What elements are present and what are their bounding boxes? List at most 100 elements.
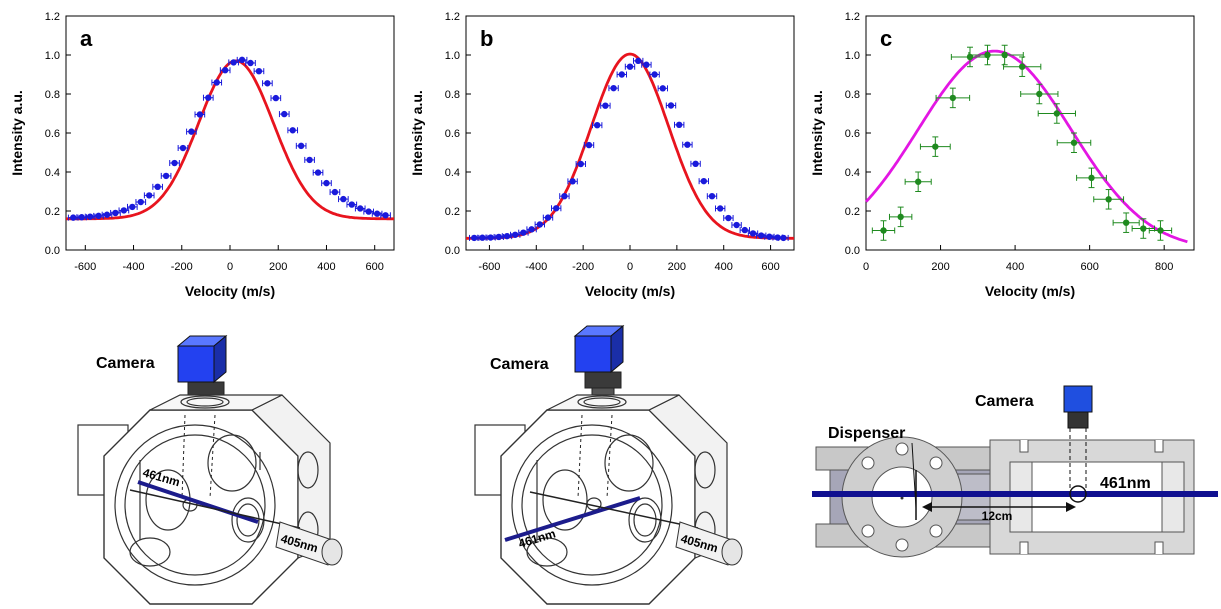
chart-b-data-point xyxy=(706,192,718,200)
chart-b-data-point xyxy=(518,229,529,236)
chart-c-x-tick-label: 400 xyxy=(1006,261,1024,273)
chart-a-data-point xyxy=(202,94,214,101)
chart-c-data-point xyxy=(888,206,913,228)
chart-a-data-point xyxy=(380,212,391,219)
diagram-c-camera-label: Camera xyxy=(975,393,1034,410)
chart-b-y-tick-1.2: 1.2 xyxy=(445,11,460,23)
chart-b-data-point xyxy=(592,122,603,129)
chart-a-data-point xyxy=(169,159,180,167)
chart-a-data-point xyxy=(118,207,130,214)
chart-b-data-point xyxy=(674,121,685,129)
chart-a-y-tick-0.2: 0.2 xyxy=(45,206,60,218)
chart-b-data-point xyxy=(641,61,652,68)
chart-b-data-point xyxy=(608,84,619,92)
chart-b-x-tick-label: 400 xyxy=(715,261,733,273)
diagram-c-dispenser-label: Dispenser xyxy=(828,425,905,442)
chart-a-data-point xyxy=(338,195,349,203)
chart-a-data-point xyxy=(245,59,256,67)
chart-c-y-tick-0.8: 0.8 xyxy=(845,89,860,101)
diagram-c-probe-region xyxy=(1069,485,1087,503)
chart-c-data-point xyxy=(904,171,932,192)
chart-b-x-tick-label: 200 xyxy=(668,261,686,273)
chart-a-data-point xyxy=(76,214,87,221)
chart-b-y-tick-0.4: 0.4 xyxy=(445,167,460,179)
chart-b-data-point xyxy=(567,178,578,185)
chart-c-data-point xyxy=(1112,212,1140,233)
chart-c-data-point xyxy=(919,136,951,157)
chart-a-data-point xyxy=(211,79,223,86)
chart-c-y-tick-0.0: 0.0 xyxy=(845,245,860,257)
chart-c-data-point xyxy=(1131,218,1155,239)
diagram-b-laser-405-icon xyxy=(675,521,743,566)
chart-b-y-tick-0.2: 0.2 xyxy=(445,206,460,218)
diagram-b-beam-405 xyxy=(529,491,699,529)
diagram-a-chamber: Camera 461nm xyxy=(77,334,343,605)
chart-a-data-point xyxy=(321,179,332,187)
chart-a-x-tick-label: 0 xyxy=(227,261,233,273)
chart-a-data-point xyxy=(278,110,290,118)
chart-c-y-tick-0.2: 0.2 xyxy=(845,206,860,218)
chart-b-data-point xyxy=(723,214,734,222)
diagram-c-distance-arrow xyxy=(922,502,1076,512)
chart-a-y-tick-1.2: 1.2 xyxy=(45,11,60,23)
chart-a-fit-curve xyxy=(66,59,394,221)
chart-a-x-tick-label: 600 xyxy=(366,261,384,273)
chart-a-data-point xyxy=(329,188,341,196)
diagram-c-beam-label: 461nm xyxy=(1100,475,1151,492)
chart-a-data-point xyxy=(219,67,231,74)
chart-a-y-axis-label: Intensity a.u. xyxy=(9,90,25,176)
chart-a-x-tick-label: -200 xyxy=(171,261,193,273)
diagram-b-camera-label: Camera xyxy=(490,356,549,373)
diagram-b-camera-icon xyxy=(573,324,625,401)
chart-b-plot-frame xyxy=(465,15,795,251)
chart-a-y-tick-0.6: 0.6 xyxy=(45,128,60,140)
chart-a-y-tick-0.8: 0.8 xyxy=(45,89,60,101)
chart-a-data-point xyxy=(84,213,96,220)
chart-a-data-point xyxy=(262,80,273,87)
chart-b-data-point xyxy=(583,141,595,149)
chart-b-x-tick-label: 600 xyxy=(761,261,779,273)
chart-a-x-tick-label: 200 xyxy=(269,261,287,273)
chart-b-x-tick-label: -400 xyxy=(525,261,547,273)
diagram-c-side-view: Camera 461nm Dispenser 12cm xyxy=(812,385,1218,558)
chart-c-y-tick-1.0: 1.0 xyxy=(845,50,860,62)
chart-a-data-point xyxy=(295,142,307,150)
chart-b-data-point xyxy=(649,71,660,78)
diagram-c-distance-label: 12cm xyxy=(982,509,1013,523)
diagram-c-camera-icon xyxy=(1063,385,1093,429)
chart-b-x-axis-label: Velocity (m/s) xyxy=(585,283,675,299)
chart-c-x-tick-label: 200 xyxy=(931,261,949,273)
chart-b-y-tick-0.6: 0.6 xyxy=(445,128,460,140)
chart-a-panel-label: a xyxy=(80,26,93,51)
chart-a-data-point xyxy=(236,56,248,64)
chart-b-data-point xyxy=(715,205,726,212)
chart-c-x-tick-label: 800 xyxy=(1155,261,1173,273)
chart-b-data-point xyxy=(624,63,636,70)
chart-b-data-point xyxy=(633,57,644,65)
chart-c-data-point xyxy=(1148,220,1173,241)
diagram-a-beam-461 xyxy=(137,480,259,524)
chart-a-data-point xyxy=(177,144,189,152)
chart-c-fit-curve xyxy=(864,49,1188,244)
diagram-b-beam-461 xyxy=(504,496,641,542)
chart-b-y-tick-1.0: 1.0 xyxy=(445,50,460,62)
chart-b-data-point xyxy=(731,221,742,229)
chart-b-data-point xyxy=(778,234,789,242)
chart-b-data-point xyxy=(682,141,693,148)
chart-c-y-tick-0.4: 0.4 xyxy=(845,167,860,179)
chart-b-data-point xyxy=(665,102,677,109)
chart-b-y-tick-0.8: 0.8 xyxy=(445,89,460,101)
chart-b-data-point xyxy=(600,102,611,109)
chart-a-x-tick-label: 400 xyxy=(317,261,335,273)
chart-c-y-tick-0.6: 0.6 xyxy=(845,128,860,140)
chart-c-data-point xyxy=(1093,189,1125,210)
chart-a-data-point xyxy=(312,169,324,176)
chart-b-panel-label: b xyxy=(480,26,493,51)
diagram-a-laser-405-icon xyxy=(275,521,343,566)
chart-c-data-point xyxy=(1020,83,1059,105)
chart-c-data-point xyxy=(1037,103,1076,124)
chart-b-y-tick-0.0: 0.0 xyxy=(445,245,460,257)
chart-b-y-axis-label: Intensity a.u. xyxy=(409,90,425,176)
chart-c-y-axis-label: Intensity a.u. xyxy=(809,90,825,176)
